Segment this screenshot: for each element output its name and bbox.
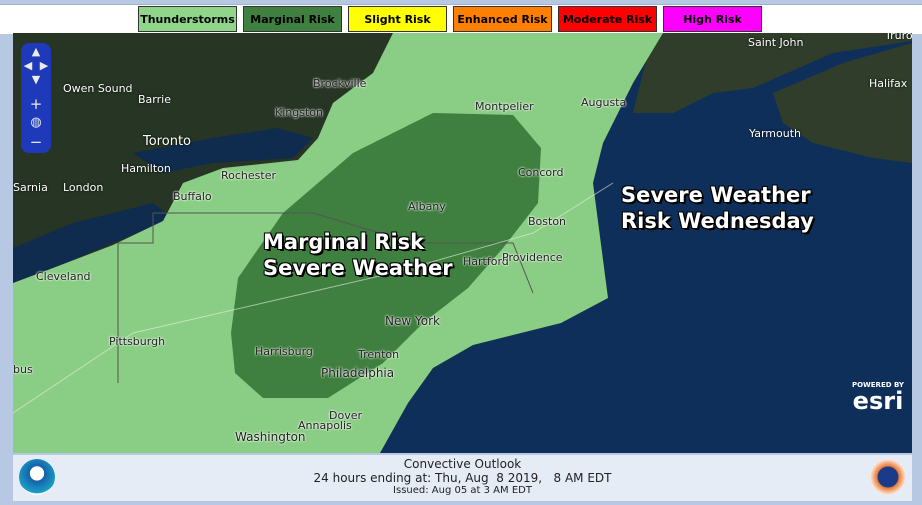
city-label: Cleveland (36, 270, 91, 283)
city-label: Hartford (463, 255, 509, 268)
map-view[interactable]: ▲ ◀ ▶ ▼ + ◍ − Owen Sound Barrie Toronto … (13, 33, 912, 453)
legend-marginal-risk: Marginal Risk (243, 6, 342, 32)
legend-slight-risk: Slight Risk (348, 6, 447, 32)
annotation-line: Severe Weather (621, 183, 811, 207)
city-label: Annapolis (298, 419, 352, 432)
city-label: Truro (885, 33, 912, 42)
city-label: Brockville (313, 77, 367, 90)
highway-lines (13, 182, 614, 414)
nws-logo (870, 459, 906, 495)
outlook-footer: Convective Outlook 24 hours ending at: T… (13, 455, 912, 501)
issued-time: Issued: Aug 05 at 3 AM EDT (393, 485, 532, 496)
legend-thunderstorms: Thunderstorms (138, 6, 237, 32)
city-label: Barrie (138, 93, 171, 106)
legend-enhanced-risk: Enhanced Risk (453, 6, 552, 32)
city-label: Albany (408, 200, 446, 213)
city-label: Augusta (581, 96, 627, 109)
city-label: Kingston (275, 106, 323, 119)
city-label: Buffalo (173, 190, 212, 203)
city-label: Owen Sound (63, 82, 133, 95)
city-label: Saint John (748, 36, 804, 49)
noaa-logo (19, 459, 55, 495)
marginal-risk-area (231, 113, 541, 398)
marginal-risk-annotation: Marginal Risk Severe Weather (263, 229, 453, 281)
city-label: Rochester (221, 169, 276, 182)
city-label: Concord (518, 166, 564, 179)
city-label: Boston (528, 215, 567, 228)
powered-by-text: POWERED BY (851, 381, 904, 389)
valid-time: 24 hours ending at: Thu, Aug 8 2019, 8 A… (313, 471, 612, 485)
lake-ontario (133, 128, 313, 173)
annotation-line: Risk Wednesday (621, 209, 814, 233)
city-label: Philadelphia (321, 366, 395, 380)
ocean (380, 33, 912, 453)
outlook-title: Convective Outlook (403, 457, 522, 471)
esri-logo: POWERED BY esri (852, 381, 904, 413)
city-label: Montpelier (475, 100, 534, 113)
annotation-line: Marginal Risk (263, 230, 425, 254)
legend-moderate-risk: Moderate Risk (558, 6, 657, 32)
globe-icon[interactable]: ◍ (30, 115, 42, 130)
city-label: Toronto (143, 134, 191, 149)
headline-annotation: Severe Weather Risk Wednesday (621, 182, 814, 234)
city-label: Trenton (358, 348, 400, 361)
pan-up-icon[interactable]: ▲ (31, 45, 41, 58)
legend-high-risk: High Risk (663, 6, 762, 32)
zoom-out-icon[interactable]: − (29, 133, 43, 151)
city-label: Yarmouth (749, 127, 801, 140)
city-label: Dover (329, 409, 362, 422)
city-label: New York (385, 314, 440, 328)
annotation-line: Severe Weather (263, 256, 453, 280)
pan-down-icon[interactable]: ▼ (31, 73, 41, 86)
city-label: Harrisburg (255, 345, 313, 358)
risk-legend: Thunderstorms Marginal Risk Slight Risk … (0, 4, 922, 34)
city-label: Providence (502, 251, 563, 264)
pan-left-icon[interactable]: ◀ (23, 59, 33, 72)
lake-erie (13, 203, 173, 283)
city-label: Hamilton (121, 162, 171, 175)
nova-scotia-land (773, 43, 912, 163)
city-label: Pittsburgh (109, 335, 166, 348)
navigation-control[interactable]: ▲ ◀ ▶ ▼ + ◍ − (21, 43, 51, 153)
esri-text: esri (852, 387, 904, 415)
pan-right-icon[interactable]: ▶ (39, 59, 49, 72)
city-label: Halifax (869, 77, 908, 90)
zoom-in-icon[interactable]: + (29, 95, 43, 113)
city-label: London (63, 181, 104, 194)
maritime-land (633, 33, 912, 113)
city-label: Washington (235, 430, 306, 444)
city-label: bus (13, 363, 33, 376)
city-label: Sarnia (13, 181, 48, 194)
map-layers (13, 33, 912, 453)
